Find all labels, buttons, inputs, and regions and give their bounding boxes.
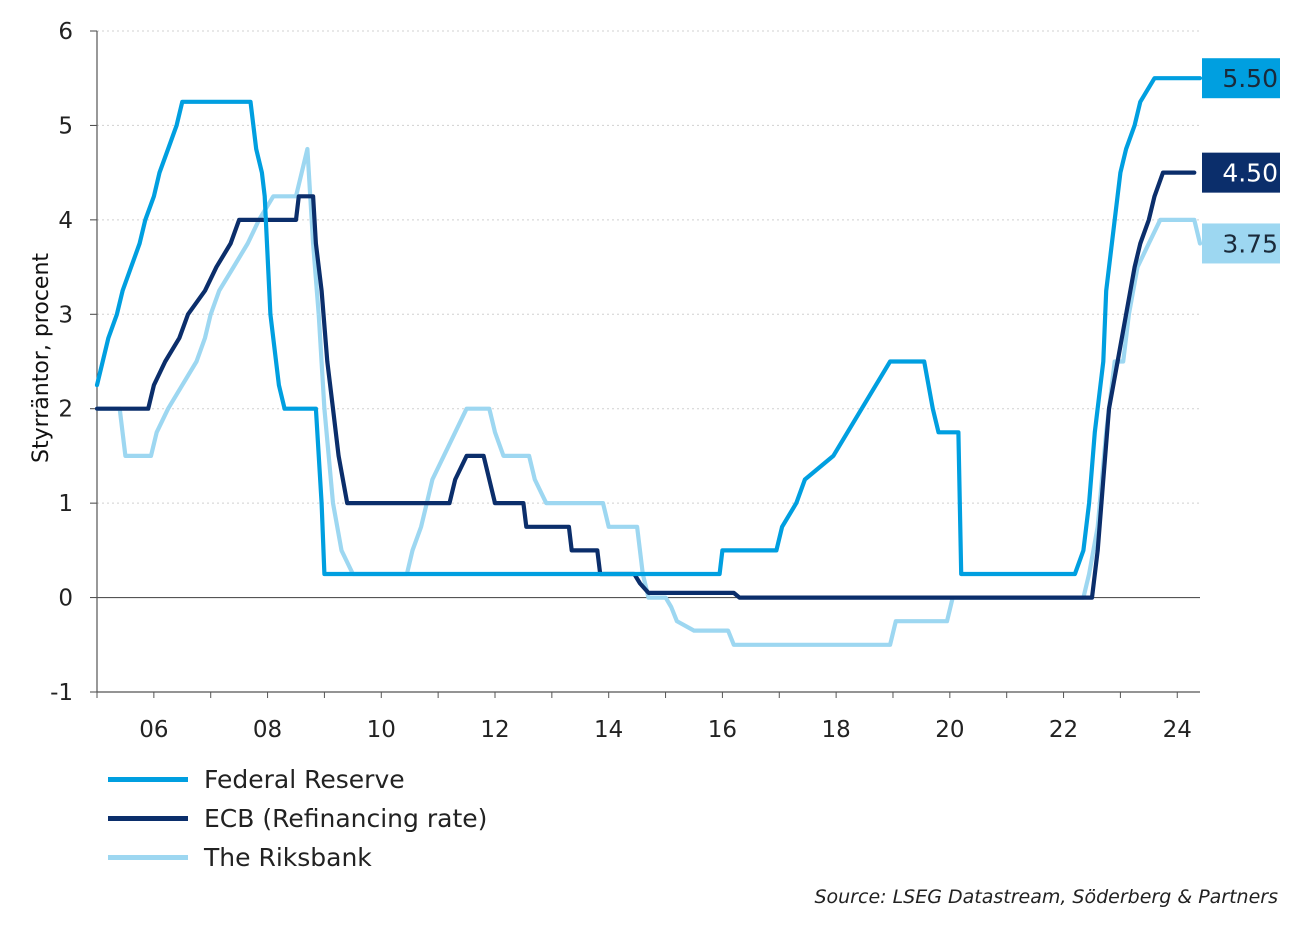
x-tick-label: 18 — [821, 717, 850, 743]
x-tick-label: 14 — [594, 717, 623, 743]
end-label-value: 4.50 — [1222, 159, 1278, 188]
y-tick-label: 0 — [58, 586, 73, 612]
legend: Federal Reserve ECB (Refinancing rate) T… — [108, 760, 487, 877]
legend-item-federal-reserve: Federal Reserve — [108, 760, 487, 799]
y-tick-label: -1 — [50, 680, 73, 706]
y-axis-title: Styrräntor, procent — [29, 253, 54, 463]
y-tick-label: 2 — [58, 397, 73, 423]
x-tick-label: 08 — [253, 717, 282, 743]
end-label-box — [1202, 152, 1280, 193]
x-tick-label: 20 — [935, 717, 964, 743]
legend-label: Federal Reserve — [204, 765, 405, 794]
series-lines — [94, 76, 1203, 647]
legend-item-riksbank: The Riksbank — [108, 838, 487, 877]
source-note: Source: LSEG Datastream, Söderberg & Par… — [814, 886, 1278, 908]
x-tick-label: 24 — [1163, 717, 1192, 743]
x-tick-label: 22 — [1049, 717, 1078, 743]
legend-swatch-ecb — [108, 816, 188, 821]
end-label-box — [1202, 58, 1280, 99]
series-line-ecb-refinancing-rate — [94, 170, 1197, 600]
series-line-the-riksbank — [94, 146, 1203, 647]
x-tick-label: 16 — [708, 717, 737, 743]
end-label-value: 5.50 — [1222, 64, 1278, 93]
end-label-box — [1202, 223, 1280, 264]
legend-label: The Riksbank — [204, 843, 372, 872]
x-tick-label: 10 — [367, 717, 396, 743]
legend-label: ECB (Refinancing rate) — [204, 804, 488, 833]
legend-swatch-riksbank — [108, 855, 188, 860]
legend-swatch-federal-reserve — [108, 777, 188, 782]
end-label-value: 3.75 — [1222, 229, 1278, 258]
legend-item-ecb: ECB (Refinancing rate) — [108, 799, 487, 838]
y-tick-label: 3 — [58, 302, 73, 328]
series-line-federal-reserve — [94, 76, 1203, 577]
y-tick-label: 6 — [58, 19, 73, 45]
y-tick-label: 5 — [58, 113, 73, 139]
x-tick-label: 12 — [480, 717, 509, 743]
y-tick-label: 1 — [58, 491, 73, 517]
end-labels: 5.50 4.50 3.75 — [1202, 58, 1280, 264]
y-tick-label: 4 — [58, 208, 73, 234]
x-tick-label: 06 — [139, 717, 168, 743]
